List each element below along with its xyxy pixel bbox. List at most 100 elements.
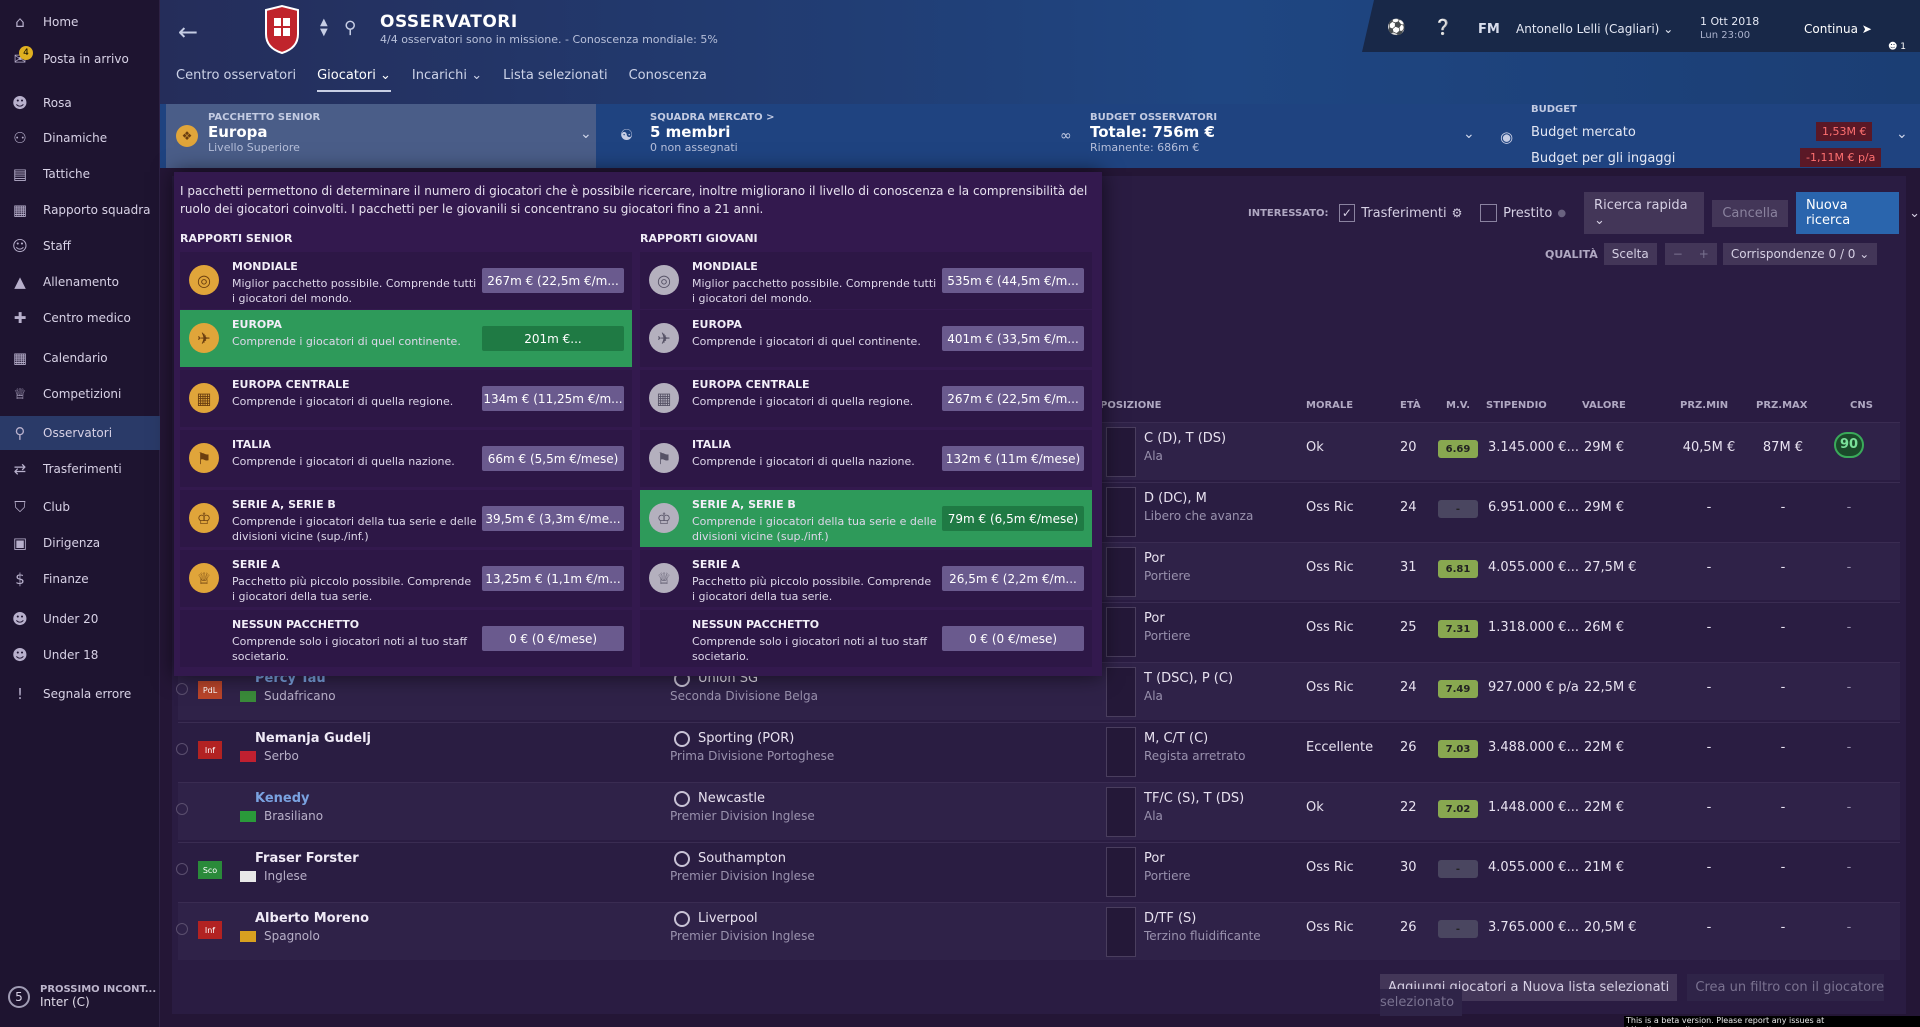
table-row[interactable]: Inf Nemanja Gudelj Serbo Sporting (POR) Prim… — [176, 722, 1900, 780]
package-price-button[interactable]: 535m € (44,5m €/m... — [942, 268, 1084, 293]
row-select-checkbox[interactable] — [176, 683, 188, 695]
column-header[interactable]: STIPENDIO — [1486, 400, 1547, 411]
senior-package-option[interactable]: ♕ SERIE A Pacchetto più piccolo possibile.… — [180, 550, 632, 607]
club-name[interactable]: Newcastle — [698, 791, 765, 806]
quick-search-button[interactable]: Ricerca rapida ⌄ — [1584, 192, 1705, 234]
club-crest-icon[interactable] — [262, 4, 302, 54]
tab-scouting-centre[interactable]: Centro osservatori — [176, 68, 297, 83]
manager-menu[interactable]: Antonello Lelli (Cagliari) ⌄ — [1516, 22, 1673, 36]
package-price-button[interactable]: 26,5m € (2,2m €/m... — [942, 566, 1084, 591]
sidebar-item-under-18[interactable]: ☻ Under 18 — [0, 638, 160, 672]
club-name[interactable]: Southampton — [698, 851, 786, 866]
column-header[interactable]: PRZ.MIN — [1680, 400, 1729, 411]
row-select-checkbox[interactable] — [176, 803, 188, 815]
column-header[interactable]: PRZ.MAX — [1756, 400, 1808, 411]
help-icon[interactable]: ❔ — [1433, 18, 1453, 36]
matches-dropdown[interactable]: Corrispondenze 0 / 0 ⌄ — [1722, 243, 1878, 265]
club-name[interactable]: Liverpool — [698, 911, 758, 926]
search-icon[interactable]: ⚲ — [344, 18, 357, 38]
sidebar-item-posta-in-arrivo[interactable]: ✉ 4 Posta in arrivo — [0, 42, 160, 76]
youth-package-option[interactable]: ▦ EUROPA CENTRALE Comprende i giocatori di… — [640, 370, 1092, 427]
youth-package-option[interactable]: ✈ EUROPA Comprende i giocatori di quel con… — [640, 310, 1092, 367]
club-name[interactable]: Sporting (POR) — [698, 731, 795, 746]
player-name[interactable]: Fraser Forster — [255, 851, 359, 866]
gear-icon[interactable]: ⚙ — [1451, 206, 1463, 220]
package-price-button[interactable]: 66m € (5,5m €/mese) — [482, 446, 624, 471]
table-row[interactable]: Inf Alberto Moreno Spagnolo Liverpool Premie… — [176, 902, 1900, 960]
plus-button[interactable]: + — [1690, 243, 1717, 265]
sidebar-item-dinamiche[interactable]: ⚇ Dinamiche — [0, 121, 160, 155]
sidebar-item-home[interactable]: ⌂ Home — [0, 5, 160, 39]
package-price-button[interactable]: 0 € (0 €/mese) — [942, 626, 1084, 651]
sidebar-item-under-20[interactable]: ☻ Under 20 — [0, 602, 160, 636]
senior-package-option[interactable]: NESSUN PACCHETTO Comprende solo i giocato… — [180, 610, 632, 667]
sidebar-item-competizioni[interactable]: ♕ Competizioni — [0, 377, 160, 411]
package-price-button[interactable]: 267m € (22,5m €/m... — [482, 268, 624, 293]
youth-package-option[interactable]: ♕ SERIE A Pacchetto più piccolo possibile.… — [640, 550, 1092, 607]
fm-logo[interactable]: FM — [1478, 22, 1500, 37]
back-arrow-icon[interactable]: ← — [178, 18, 199, 46]
sidebar-item-finanze[interactable]: $ Finanze — [0, 562, 160, 596]
package-price-button[interactable]: 13,25m € (1,1m €/m... — [482, 566, 624, 591]
senior-package-option[interactable]: ⚑ ITALIA Comprende i giocatori di quella n… — [180, 430, 632, 487]
tab-assignments[interactable]: Incarichi ⌄ — [412, 68, 482, 92]
youth-package-option[interactable]: ⚑ ITALIA Comprende i giocatori di quella n… — [640, 430, 1092, 487]
tab-shortlist[interactable]: Lista selezionati — [503, 68, 608, 83]
package-price-button[interactable]: 201m €... — [482, 326, 624, 351]
chevron-down-icon[interactable]: ⌄ — [580, 126, 592, 142]
package-price-button[interactable]: 39,5m € (3,3m €/me... — [482, 506, 624, 531]
youth-package-option[interactable]: ♔ SERIE A, SERIE B Comprende i giocatori d… — [640, 490, 1092, 547]
clear-button[interactable]: Cancella — [1712, 199, 1788, 227]
senior-package-option[interactable]: ◎ MONDIALE Miglior pacchetto possibile. Co… — [180, 252, 632, 309]
sidebar-item-centro-medico[interactable]: ✚ Centro medico — [0, 301, 160, 335]
continue-button[interactable]: Continua ➤ — [1804, 22, 1872, 36]
next-match[interactable]: 5 PROSSIMO INCONT... Inter (C) — [8, 984, 156, 1009]
package-price-button[interactable]: 134m € (11,25m €/m... — [482, 386, 624, 411]
sidebar-item-trasferimenti[interactable]: ⇄ Trasferimenti — [0, 452, 160, 486]
ball-icon[interactable]: ⚽ — [1387, 18, 1406, 36]
sidebar-item-rapporto-squadra[interactable]: ▦ Rapporto squadra — [0, 193, 160, 227]
package-price-button[interactable]: 0 € (0 €/mese) — [482, 626, 624, 651]
column-header[interactable]: ETÀ — [1400, 400, 1421, 411]
package-price-button[interactable]: 267m € (22,5m €/m... — [942, 386, 1084, 411]
sidebar-item-rosa[interactable]: ☻ Rosa — [0, 86, 160, 120]
senior-package-option[interactable]: ✈ EUROPA Comprende i giocatori di quel con… — [180, 310, 632, 367]
youth-package-option[interactable]: NESSUN PACCHETTO Comprende solo i giocato… — [640, 610, 1092, 667]
new-search-button[interactable]: Nuova ricerca — [1795, 192, 1900, 234]
player-name[interactable]: Kenedy — [255, 791, 310, 806]
loan-checkbox[interactable] — [1480, 204, 1498, 222]
table-row[interactable]: Kenedy Brasiliano Newcastle Premier Divisio… — [176, 782, 1900, 840]
senior-package-option[interactable]: ▦ EUROPA CENTRALE Comprende i giocatori di… — [180, 370, 632, 427]
sidebar-item-osservatori[interactable]: ⚲ Osservatori — [0, 416, 160, 450]
senior-package-option[interactable]: ♔ SERIE A, SERIE B Comprende i giocatori d… — [180, 490, 632, 547]
transfers-checkbox[interactable]: ✓ — [1338, 204, 1356, 222]
chevron-down-icon[interactable]: ⌄ — [1896, 126, 1908, 142]
package-price-button[interactable]: 132m € (11m €/mese) — [942, 446, 1084, 471]
column-header[interactable]: CNS — [1850, 400, 1873, 411]
notification-count[interactable]: ☻ 1 — [1888, 42, 1906, 52]
player-name[interactable]: Alberto Moreno — [255, 911, 370, 926]
row-select-checkbox[interactable] — [176, 923, 188, 935]
column-header[interactable]: MORALE — [1306, 400, 1354, 411]
chevron-updown-icon[interactable]: ▲ ▼ — [320, 17, 328, 38]
chevron-down-icon[interactable]: ⌄ — [1909, 205, 1920, 221]
table-row[interactable]: Sco Fraser Forster Inglese Southampton Premi… — [176, 842, 1900, 900]
choice-button[interactable]: Scelta — [1603, 243, 1657, 265]
package-selector[interactable] — [166, 104, 596, 168]
minus-button[interactable]: − — [1664, 243, 1691, 265]
sidebar-item-dirigenza[interactable]: ▣ Dirigenza — [0, 526, 160, 560]
sidebar-item-club[interactable]: ⛉ Club — [0, 490, 160, 524]
tab-knowledge[interactable]: Conoscenza — [628, 68, 707, 83]
sidebar-item-segnala-errore[interactable]: ! Segnala errore — [0, 677, 160, 711]
row-select-checkbox[interactable] — [176, 863, 188, 875]
scouting-team-info[interactable]: SQUADRA MERCATO > 5 membri 0 non assegna… — [650, 112, 774, 154]
sidebar-item-staff[interactable]: ☺ Staff — [0, 229, 160, 263]
sidebar-item-calendario[interactable]: ▦ Calendario — [0, 341, 160, 375]
package-price-button[interactable]: 79m € (6,5m €/mese) — [942, 506, 1084, 531]
player-name[interactable]: Nemanja Gudelj — [255, 731, 371, 746]
youth-package-option[interactable]: ◎ MONDIALE Miglior pacchetto possibile. Co… — [640, 252, 1092, 309]
sidebar-item-allenamento[interactable]: ▲ Allenamento — [0, 265, 160, 299]
row-select-checkbox[interactable] — [176, 743, 188, 755]
column-header[interactable]: VALORE — [1582, 400, 1626, 411]
chevron-down-icon[interactable]: ⌄ — [1463, 126, 1475, 142]
